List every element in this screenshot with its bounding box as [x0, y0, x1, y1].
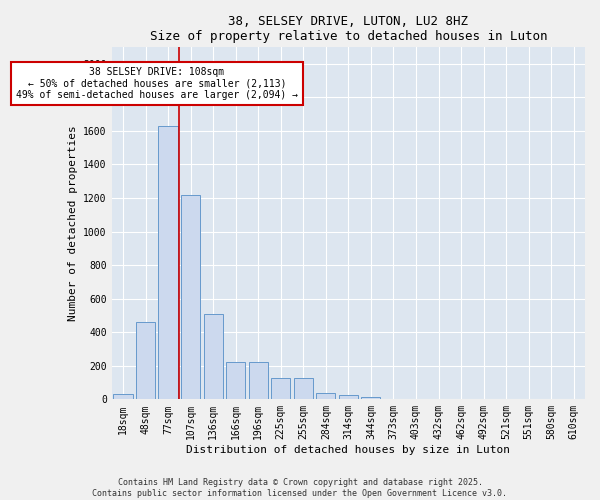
Text: Contains HM Land Registry data © Crown copyright and database right 2025.
Contai: Contains HM Land Registry data © Crown c… — [92, 478, 508, 498]
Y-axis label: Number of detached properties: Number of detached properties — [68, 126, 78, 321]
Bar — [361, 397, 380, 400]
Bar — [226, 362, 245, 400]
Bar — [339, 395, 358, 400]
Bar — [158, 126, 178, 400]
Bar — [271, 378, 290, 400]
X-axis label: Distribution of detached houses by size in Luton: Distribution of detached houses by size … — [187, 445, 511, 455]
Title: 38, SELSEY DRIVE, LUTON, LU2 8HZ
Size of property relative to detached houses in: 38, SELSEY DRIVE, LUTON, LU2 8HZ Size of… — [149, 15, 547, 43]
Bar — [248, 362, 268, 400]
Bar — [294, 378, 313, 400]
Bar — [316, 392, 335, 400]
Bar — [203, 314, 223, 400]
Bar — [136, 322, 155, 400]
Bar — [181, 194, 200, 400]
Text: 38 SELSEY DRIVE: 108sqm
← 50% of detached houses are smaller (2,113)
49% of semi: 38 SELSEY DRIVE: 108sqm ← 50% of detache… — [16, 67, 298, 100]
Bar — [113, 394, 133, 400]
